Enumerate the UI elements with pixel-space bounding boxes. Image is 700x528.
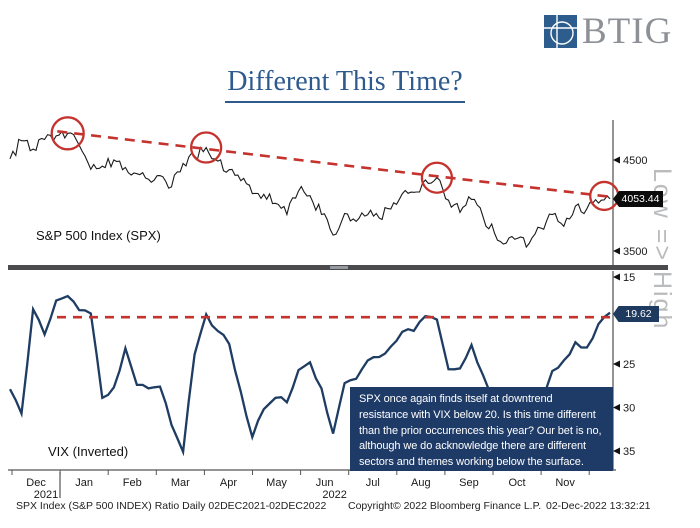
y-tick-label: 25 bbox=[623, 359, 635, 371]
y-tick-label: 3500 bbox=[623, 246, 647, 258]
btig-logo: BTIG bbox=[544, 11, 673, 52]
x-month-label: Jan bbox=[75, 477, 93, 489]
page-title: Different This Time? bbox=[225, 66, 465, 103]
x-month-label: Nov bbox=[555, 477, 575, 489]
y-tick-icon bbox=[613, 360, 620, 368]
btig-logo-mark-icon bbox=[544, 15, 577, 48]
x-month-label: Jul bbox=[366, 477, 380, 489]
resistance-touch-circle bbox=[420, 161, 454, 194]
btig-logo-text: BTIG bbox=[582, 11, 673, 52]
y-tick-label: 15 bbox=[623, 272, 635, 284]
y-tick-label: 30 bbox=[623, 403, 635, 415]
y-tick-icon bbox=[613, 447, 620, 455]
x-month-label: Jun bbox=[316, 477, 334, 489]
y-tick-label: 4500 bbox=[623, 155, 647, 167]
y-tick-icon bbox=[613, 247, 620, 255]
x-year-label: 2022 bbox=[322, 489, 346, 501]
panel-splitter-handle-icon bbox=[330, 266, 348, 269]
x-month-label: Feb bbox=[123, 477, 142, 489]
y-tick-label: 35 bbox=[623, 446, 635, 458]
y-tick-icon bbox=[613, 273, 620, 281]
spx-last-price-tag: 4053.44 bbox=[613, 191, 663, 207]
y-tick-icon bbox=[613, 156, 620, 164]
resistance-touch-circle bbox=[50, 116, 85, 151]
spx-series-line bbox=[9, 130, 611, 249]
x-month-label: Dec bbox=[26, 477, 46, 489]
x-month-label: May bbox=[266, 477, 287, 489]
spx-panel-label: S&P 500 Index (SPX) bbox=[36, 228, 161, 243]
x-month-label: Aug bbox=[411, 477, 431, 489]
downtrend-resistance-line bbox=[57, 130, 615, 199]
vix-last-price-tag: 19.62 bbox=[613, 306, 659, 322]
x-month-label: Oct bbox=[508, 477, 525, 489]
x-month-label: Apr bbox=[220, 477, 237, 489]
x-month-label: Mar bbox=[171, 477, 190, 489]
resistance-touch-circle bbox=[190, 131, 223, 164]
y-tick-icon bbox=[613, 404, 620, 411]
annotation-callout: SPX once again finds itself at downtrend… bbox=[350, 387, 613, 471]
security-info-text: SPX Index (S&P 500 INDEX) Ratio Daily 02… bbox=[16, 500, 327, 512]
copyright-text: Copyright© 2022 Bloomberg Finance L.P. bbox=[348, 500, 542, 512]
x-month-label: Sep bbox=[459, 477, 479, 489]
x-year-label: 2021 bbox=[34, 489, 58, 501]
vix-panel-label: VIX (Inverted) bbox=[48, 444, 129, 459]
timestamp-text: 02-Dec-2022 13:32:21 bbox=[546, 500, 651, 512]
